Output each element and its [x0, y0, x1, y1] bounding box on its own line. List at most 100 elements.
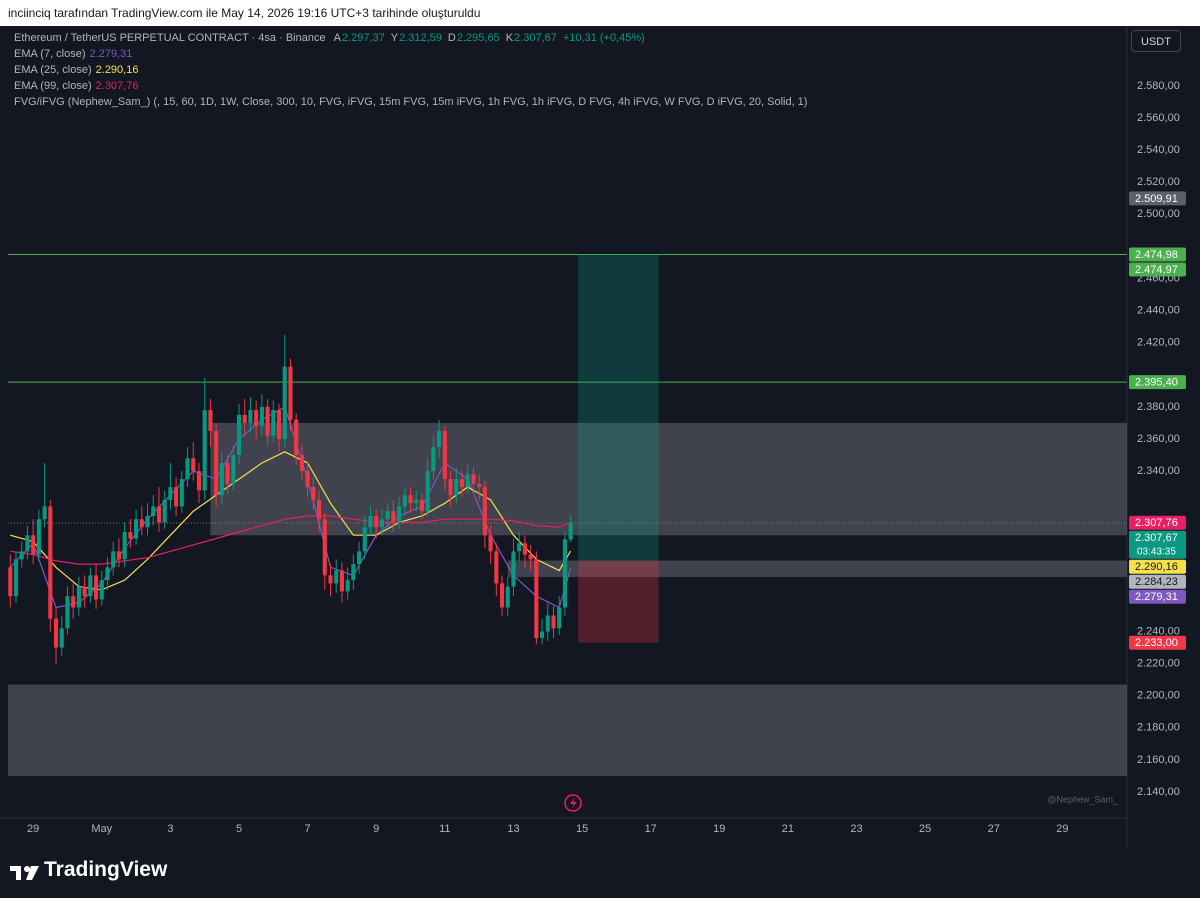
- y-tick-label: 2.380,00: [1137, 401, 1180, 413]
- fvg-zone: [8, 684, 1127, 776]
- ohlc-key: A: [333, 32, 341, 44]
- x-tick-label: 5: [236, 823, 242, 835]
- x-tick-label: 19: [713, 823, 725, 835]
- price-label: 2.307,67: [1135, 532, 1178, 544]
- ohlc-value: 2.297,37: [341, 32, 385, 44]
- candle-body: [494, 551, 499, 584]
- candle-body: [419, 499, 425, 512]
- candle-body: [454, 479, 459, 496]
- candle-body: [505, 586, 510, 608]
- candle-body: [128, 532, 133, 539]
- x-tick-label: 13: [507, 823, 519, 835]
- y-tick-label: 2.200,00: [1137, 690, 1180, 702]
- candle-body: [162, 499, 167, 523]
- candle-body: [179, 479, 184, 507]
- candle-body: [48, 506, 53, 619]
- candle-body: [168, 487, 173, 500]
- x-tick-label: 9: [373, 823, 379, 835]
- logo-part: [16, 866, 21, 880]
- symbol-name: Ethereum / TetherUS PERPETUAL CONTRACT ·…: [14, 32, 326, 44]
- x-tick-label: 17: [645, 823, 657, 835]
- x-tick-label: 3: [167, 823, 173, 835]
- x-tick-label: 7: [305, 823, 311, 835]
- candle-body: [437, 430, 442, 447]
- candle-body: [19, 551, 24, 560]
- x-tick-label: 27: [988, 823, 1000, 835]
- price-label-box: [1129, 559, 1186, 574]
- brand-logo: [10, 866, 39, 880]
- legend-row: FVG/iFVG (Nephew_Sam_) (, 15, 60, 1D, 1W…: [14, 94, 811, 110]
- candle-body: [459, 479, 465, 488]
- candle-body: [522, 543, 527, 555]
- fvg-zone: [210, 422, 1127, 536]
- x-tick-label: 25: [919, 823, 931, 835]
- candle-body: [368, 515, 373, 528]
- candle-body: [408, 495, 413, 504]
- alert-bolt: [570, 797, 577, 809]
- legend-name: EMA (99, close): [14, 80, 92, 92]
- candle-body: [534, 559, 539, 638]
- candle-body: [88, 575, 93, 597]
- plot-area: [8, 253, 1127, 776]
- y-tick-label: 2.520,00: [1137, 176, 1180, 188]
- price-label-box: [1129, 530, 1186, 559]
- candle-body: [482, 487, 487, 536]
- candle-body: [431, 446, 436, 472]
- candle-body: [8, 567, 13, 597]
- candle-body: [305, 471, 310, 488]
- candle-body: [116, 551, 121, 560]
- alert-icon[interactable]: [564, 794, 582, 812]
- price-label-box: [1129, 262, 1186, 277]
- y-tick-label: 2.360,00: [1137, 433, 1180, 445]
- price-label: 2.290,16: [1135, 561, 1178, 573]
- candle-body: [202, 410, 207, 491]
- candle-body: [76, 586, 81, 608]
- candle-body: [151, 506, 156, 516]
- candle-body: [345, 580, 350, 592]
- legend-row: EMA (99, close) 2.307,76: [14, 78, 811, 94]
- legend-row: Ethereum / TetherUS PERPETUAL CONTRACT ·…: [14, 30, 811, 46]
- ohlc-key: Y: [390, 32, 399, 44]
- y-tick-label: 2.160,00: [1137, 754, 1180, 766]
- candle-body: [539, 631, 545, 638]
- y-tick-label: 2.220,00: [1137, 658, 1180, 670]
- y-tick-label: 2.580,00: [1137, 80, 1180, 92]
- candle-body: [208, 410, 213, 431]
- currency-button[interactable]: USDT: [1131, 30, 1181, 52]
- candle-body: [357, 551, 362, 565]
- candle-body: [488, 535, 493, 552]
- candle-body: [374, 515, 379, 528]
- watermark: @Nephew_Sam_: [1047, 794, 1119, 804]
- price-label-box: [1129, 191, 1186, 206]
- candle-body: [13, 559, 19, 597]
- candle-body: [402, 495, 407, 507]
- candle-body: [134, 519, 139, 539]
- candle-body: [145, 515, 150, 528]
- price-label-box: [1129, 247, 1186, 262]
- candle-body: [299, 455, 304, 472]
- legend-row: EMA (7, close) 2.279,31: [14, 46, 811, 62]
- candle-body: [219, 463, 224, 496]
- candle-body: [139, 519, 144, 528]
- price-label: 2.284,23: [1135, 576, 1178, 588]
- candle-body: [156, 506, 162, 523]
- price-label-box: [1129, 589, 1186, 604]
- price-label-box: [1129, 515, 1186, 530]
- candle-body: [351, 564, 356, 581]
- candle-body: [259, 406, 264, 427]
- candle-body: [59, 628, 64, 648]
- candle-body: [231, 455, 236, 484]
- candle-body: [288, 366, 293, 420]
- price-label: 2.474,97: [1135, 264, 1178, 276]
- legend-value: 2.279,31: [89, 48, 133, 60]
- candle-body: [276, 410, 282, 439]
- candle-body: [528, 554, 533, 560]
- legend-name: EMA (7, close): [14, 48, 86, 60]
- indicator-name: FVG/iFVG (Nephew_Sam_) (, 15, 60, 1D, 1W…: [14, 96, 808, 108]
- price-label-box: [1129, 375, 1186, 390]
- candle-body: [65, 596, 70, 629]
- ohlc-value: 2.307,67: [514, 32, 557, 44]
- candle-body: [328, 575, 333, 584]
- candle-body: [322, 519, 327, 576]
